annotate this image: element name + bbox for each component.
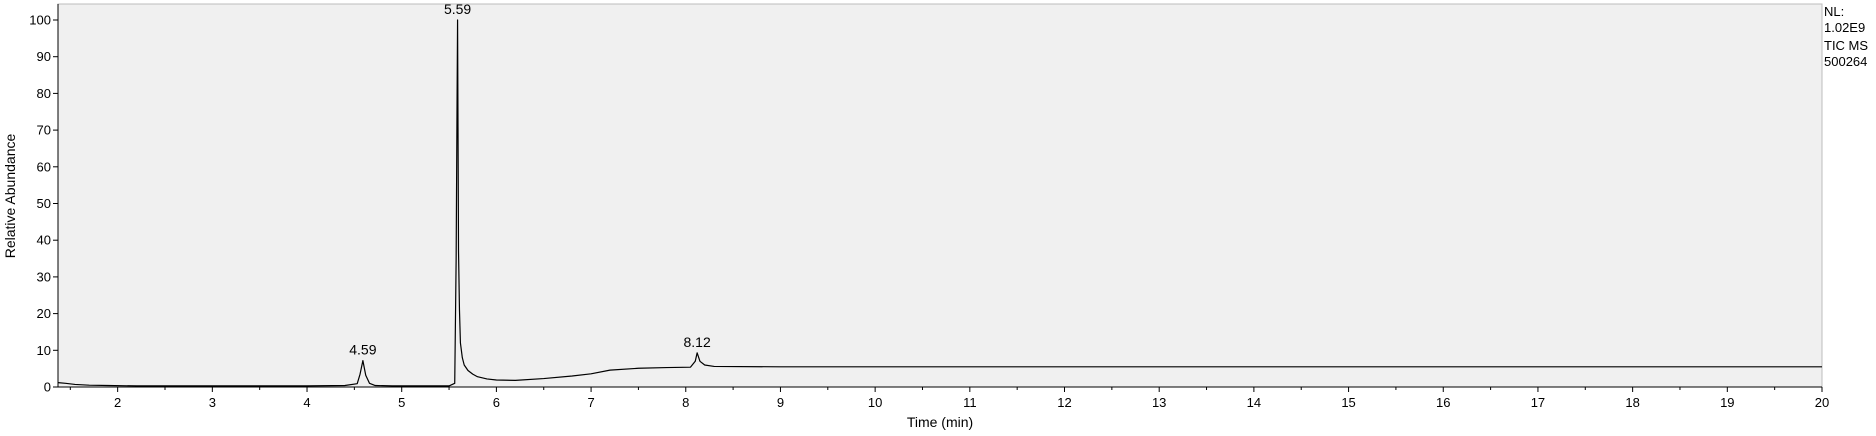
y-tick-label: 10 (37, 343, 51, 358)
x-tick-label: 2 (114, 395, 121, 410)
y-tick-label: 100 (29, 13, 51, 28)
y-tick-label: 70 (37, 123, 51, 138)
x-tick-label: 16 (1436, 395, 1450, 410)
x-axis: 2 3 4 5 6 7 8 9 10 11 12 13 14 15 16 17 18 19 20 (58, 386, 1829, 410)
y-tick-label: 90 (37, 49, 51, 64)
x-tick-label: 18 (1625, 395, 1639, 410)
peak-label: 5.59 (444, 1, 471, 17)
plot-background (57, 3, 1823, 388)
y-tick-label: 50 (37, 196, 51, 211)
y-tick-label: 60 (37, 159, 51, 174)
x-tick-label: 10 (868, 395, 882, 410)
x-tick-label: 20 (1815, 395, 1829, 410)
y-tick-label: 0 (44, 380, 51, 395)
x-tick-label: 15 (1341, 395, 1355, 410)
y-axis: 0 10 20 30 40 50 60 70 80 90 100 (29, 4, 59, 395)
peak-labels: 4.59 5.59 8.12 (349, 1, 711, 358)
x-tick-label: 6 (493, 395, 500, 410)
normalization-info: NL: 1.02E9 TIC MS 500264 (1824, 4, 1868, 69)
y-tick-label: 80 (37, 86, 51, 101)
y-tick-label: 40 (37, 233, 51, 248)
x-tick-label: 13 (1152, 395, 1166, 410)
y-tick-label: 20 (37, 306, 51, 321)
x-tick-label: 8 (682, 395, 689, 410)
info-line-2: 1.02E9 (1824, 20, 1865, 35)
x-axis-title: Time (min) (907, 414, 973, 430)
x-tick-label: 12 (1057, 395, 1071, 410)
x-tick-label: 7 (587, 395, 594, 410)
x-tick-label: 14 (1247, 395, 1261, 410)
info-line-3: TIC MS (1824, 38, 1868, 53)
x-tick-label: 5 (398, 395, 405, 410)
info-line-1: NL: (1824, 4, 1844, 19)
peak-label: 4.59 (349, 342, 376, 358)
tic-trace-line (57, 19, 1822, 387)
x-tick-label: 19 (1720, 395, 1734, 410)
x-tick-label: 17 (1531, 395, 1545, 410)
info-line-4: 500264 (1824, 54, 1867, 69)
peak-label: 8.12 (684, 334, 711, 350)
x-tick-label: 4 (303, 395, 310, 410)
y-axis-title: Relative Abundance (2, 134, 18, 259)
y-tick-label: 30 (37, 269, 51, 284)
x-tick-label: 3 (209, 395, 216, 410)
x-tick-label: 9 (777, 395, 784, 410)
x-tick-label: 11 (963, 395, 977, 410)
